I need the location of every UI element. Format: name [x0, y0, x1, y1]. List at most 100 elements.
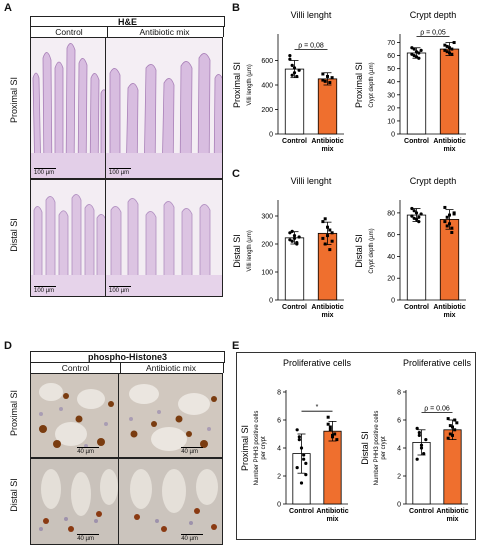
data-point [302, 453, 306, 457]
y-tick-label: 2 [397, 474, 401, 481]
x-tick-label: Antibiotic [311, 304, 343, 311]
data-point [417, 433, 421, 437]
data-point [450, 52, 454, 56]
data-point [323, 79, 327, 83]
data-point [422, 452, 426, 456]
x-tick-label: mix [326, 516, 338, 523]
data-point [417, 215, 421, 219]
data-point [321, 236, 325, 240]
row-label: Proximal SI [240, 425, 250, 471]
y-axis-label: Crypt depth (µm) [369, 62, 375, 107]
y-tick-label: 8 [277, 390, 281, 397]
data-point [330, 231, 334, 235]
data-point [417, 51, 421, 55]
bar-antibiotic [323, 430, 342, 505]
data-point [448, 432, 452, 436]
y-tick-label: 70 [387, 40, 395, 47]
data-point [453, 428, 457, 432]
data-point [412, 209, 416, 213]
row-label: Distal SI [232, 234, 242, 268]
phh3-distal-control: 40 µm [30, 458, 119, 545]
data-point [452, 41, 456, 45]
data-point [445, 44, 449, 48]
data-point [323, 242, 327, 246]
data-point [419, 212, 423, 216]
data-point [450, 226, 454, 230]
data-point [448, 46, 451, 50]
data-point [410, 206, 414, 211]
significance-label: ρ = 0,05 [420, 30, 446, 37]
bar-antibiotic [443, 429, 462, 505]
data-point [297, 438, 301, 442]
data-point [414, 211, 419, 215]
chart-title: Crypt depth [410, 10, 457, 20]
data-point [326, 422, 330, 426]
data-point [445, 224, 449, 228]
ihc-illustration [119, 459, 222, 544]
data-point [451, 425, 454, 429]
x-tick-label: mix [443, 146, 455, 153]
y-tick-label: 0 [269, 132, 273, 139]
ihc-illustration [31, 374, 118, 457]
significance-label: ρ = 0.06 [424, 406, 450, 413]
panel-e-box [236, 352, 476, 540]
data-point [410, 52, 414, 56]
data-point [288, 57, 292, 61]
col-control: Control [30, 26, 108, 37]
y-tick-label: 200 [261, 107, 273, 114]
significance-label: * [316, 404, 319, 411]
bar-antibiotic [439, 48, 460, 135]
x-tick-label: Antibiotic [316, 508, 348, 515]
data-point [331, 433, 334, 437]
data-point [297, 435, 301, 439]
he-distal-antibiotic: 100 µm [106, 179, 223, 297]
data-point [419, 446, 424, 450]
bar-control [284, 68, 305, 135]
y-axis-label: Villi length (µm) [247, 64, 253, 105]
y-tick-label: 80 [387, 210, 395, 217]
y-tick-label: 20 [387, 276, 395, 283]
y-axis-label: Crypt depth (µm) [369, 228, 375, 273]
y-axis-label: Number PHH3 positive cells [254, 411, 260, 486]
col-control: Control [30, 362, 121, 373]
bar-control [406, 214, 427, 301]
phh3-distal-antibiotic: 40 µm [119, 458, 223, 545]
villi-illustration [31, 194, 105, 296]
y-tick-label: 20 [387, 105, 395, 112]
data-point [410, 214, 414, 218]
data-point [417, 431, 421, 435]
row-distal: Distal SI [9, 478, 19, 512]
data-point [450, 230, 454, 234]
x-tick-label: Antibiotic [433, 304, 465, 311]
x-tick-label: Control [282, 304, 307, 311]
data-point [419, 443, 424, 447]
x-tick-label: mix [321, 312, 333, 319]
data-point [328, 81, 332, 85]
data-point [290, 239, 294, 243]
x-tick-label: Control [404, 304, 429, 311]
col-antibiotic: Antibiotic mix [119, 362, 224, 373]
he-proximal-antibiotic: 100 µm [106, 37, 223, 179]
data-point [453, 418, 457, 422]
bar-control [284, 237, 305, 301]
bar-antibiotic [317, 78, 338, 135]
panel-letter-e: E [232, 340, 240, 352]
y-tick-label: 6 [277, 418, 281, 425]
panel-letter-a: A [4, 2, 12, 14]
y-tick-label: 60 [387, 53, 395, 60]
y-tick-label: 6 [397, 418, 401, 425]
scale-bar: 40 µm [77, 534, 99, 542]
y-tick-label: 30 [387, 92, 395, 99]
panel-letter-b: B [232, 2, 240, 14]
y-tick-label: 8 [397, 390, 401, 397]
data-point [445, 215, 449, 219]
data-point [452, 212, 456, 216]
phh3-header: phospho-Histone3 [30, 351, 225, 363]
x-tick-label: mix [446, 516, 458, 523]
y-tick-label: 2 [277, 474, 281, 481]
y-tick-label: 600 [261, 58, 273, 65]
x-tick-label: Control [409, 508, 434, 515]
data-point [295, 428, 299, 432]
significance-label: ρ = 0,08 [298, 43, 324, 50]
chart-title: Villi lenght [291, 176, 332, 186]
